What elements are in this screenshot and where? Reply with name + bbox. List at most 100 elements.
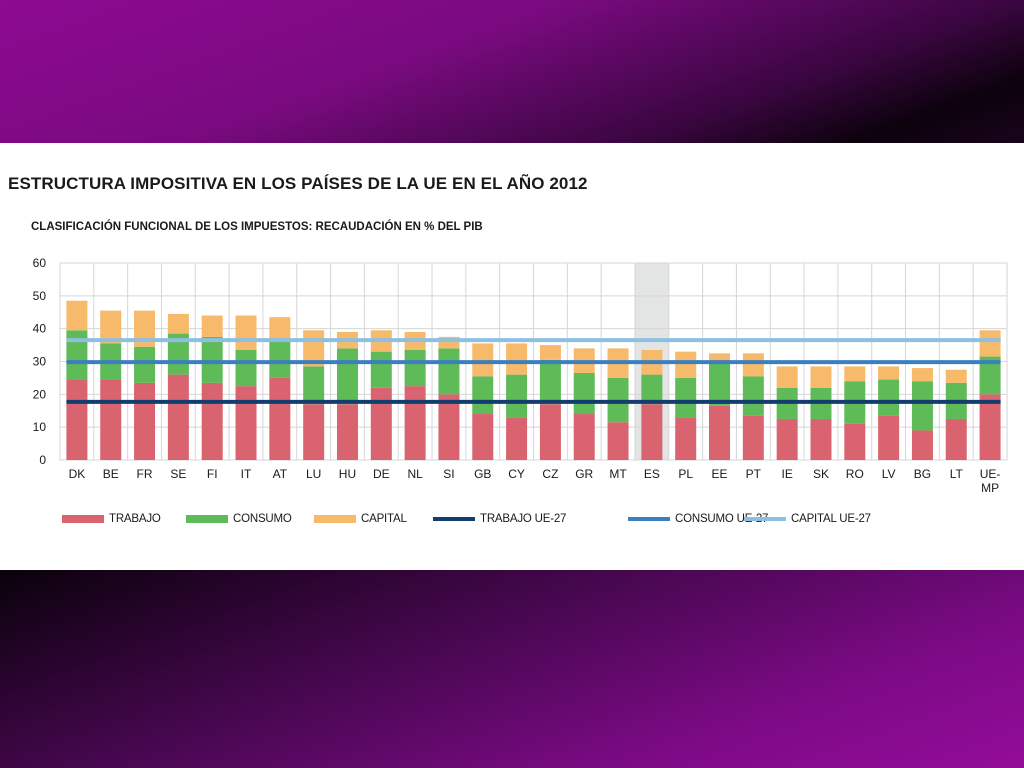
y-tick-label: 20 <box>33 387 47 401</box>
bar-segment-consumo <box>336 348 358 405</box>
bar-segment-trabajo <box>235 386 257 460</box>
bar-segment-consumo <box>675 377 697 418</box>
bar-segment-consumo <box>979 356 1001 395</box>
x-tick-label: AT <box>273 467 288 481</box>
legend-item: TRABAJO UE-27 <box>433 511 566 527</box>
x-tick-label: ES <box>644 467 660 481</box>
bar-segment-trabajo <box>945 418 967 460</box>
x-tick-label: RO <box>846 467 864 481</box>
bar-segment-capital <box>539 345 561 360</box>
bar-segment-trabajo <box>776 418 798 460</box>
bar-segment-capital <box>235 315 257 351</box>
slide-title: ESTRUCTURA IMPOSITIVA EN LOS PAÍSES DE L… <box>8 174 588 193</box>
bar-segment-trabajo <box>472 414 494 460</box>
bar-segment-trabajo <box>100 379 122 460</box>
x-tick-label: SK <box>813 467 829 481</box>
stacked-bar-chart: 0 10 20 30 40 50 60 DK BE FR SE FI IT AT LU HU DE NL SI GB C… <box>33 256 1008 495</box>
legend-item: CONSUMO <box>186 511 292 527</box>
x-tick-label: MT <box>609 467 627 481</box>
x-tick-label: IE <box>781 467 792 481</box>
legend-item: CAPITAL <box>314 511 407 527</box>
bar-segment-consumo <box>235 350 257 387</box>
x-tick-label: NL <box>407 467 423 481</box>
y-tick-label: 30 <box>33 355 47 369</box>
y-tick-label: 40 <box>33 322 47 336</box>
bar-segment-consumo <box>573 372 595 415</box>
bar-segment-trabajo <box>269 377 291 460</box>
bar-segment-capital <box>979 330 1001 357</box>
bar-segment-capital <box>709 353 731 362</box>
bar-segment-consumo <box>370 351 392 388</box>
bar-segment-trabajo <box>911 430 933 460</box>
x-tick-label: UE- <box>980 467 1001 481</box>
legend-swatch <box>744 517 786 521</box>
bar-segment-trabajo <box>66 379 88 460</box>
x-tick-label: DE <box>373 467 390 481</box>
bar-segment-consumo <box>641 374 663 405</box>
x-tick-label: LV <box>882 467 896 481</box>
x-tick-label: GR <box>575 467 593 481</box>
bar-segment-consumo <box>878 379 900 416</box>
x-tick-label: CZ <box>542 467 558 481</box>
bar-segment-trabajo <box>607 422 629 460</box>
legend-swatch <box>62 515 104 523</box>
bar-segment-trabajo <box>404 386 426 460</box>
bar-segment-capital <box>100 310 122 344</box>
x-tick-label: HU <box>339 467 356 481</box>
x-tick-label: CY <box>508 467 525 481</box>
bar-segment-trabajo <box>370 387 392 460</box>
x-tick-label: FI <box>207 467 218 481</box>
bar-segment-capital <box>472 343 494 377</box>
legend-item: CAPITAL UE-27 <box>744 511 871 527</box>
x-tick-label: SI <box>443 467 454 481</box>
bar-segment-consumo <box>742 376 764 416</box>
y-tick-label: 60 <box>33 256 47 270</box>
legend-label: CAPITAL UE-27 <box>791 513 871 525</box>
bar-segment-consumo <box>404 350 426 387</box>
bar-segment-consumo <box>709 361 731 406</box>
bar-segment-consumo <box>911 381 933 431</box>
chart-legend: TRABAJO CONSUMO CAPITAL TRABAJO UE-27 CONSUM… <box>62 511 962 527</box>
bar-segment-trabajo <box>709 405 731 460</box>
x-tick-label: GB <box>474 467 491 481</box>
bar-segment-consumo <box>134 346 156 383</box>
bar-segment-capital <box>269 317 291 341</box>
bar-segment-trabajo <box>336 404 358 460</box>
bar-segment-capital <box>66 300 88 331</box>
y-tick-label: 0 <box>39 453 46 467</box>
x-tick-label: BE <box>103 467 119 481</box>
legend-label: TRABAJO UE-27 <box>480 513 567 525</box>
x-tick-label: FR <box>137 467 153 481</box>
bar-segment-capital <box>675 351 697 378</box>
bar-segment-trabajo <box>438 394 460 460</box>
x-tick-label: DK <box>69 467 86 481</box>
bar-segment-consumo <box>506 374 528 418</box>
bar-segment-consumo <box>472 376 494 415</box>
legend-swatch <box>433 517 475 521</box>
top-background-band <box>0 0 1024 143</box>
legend-label: CONSUMO UE-27 <box>675 513 769 525</box>
legend-label: TRABAJO <box>109 513 161 525</box>
bar-segment-trabajo <box>878 415 900 460</box>
bar-segment-trabajo <box>675 417 697 460</box>
x-tick-label: PL <box>678 467 693 481</box>
x-tick-label: IT <box>241 467 252 481</box>
bar-segment-consumo <box>438 348 460 395</box>
legend-swatch <box>628 517 670 521</box>
bar-segment-consumo <box>303 366 325 405</box>
bar-segment-trabajo <box>134 382 156 460</box>
bar-segment-capital <box>776 366 798 388</box>
legend-swatch <box>186 515 228 523</box>
slide-panel: ESTRUCTURA IMPOSITIVA EN LOS PAÍSES DE L… <box>0 143 1024 570</box>
bar-segment-consumo <box>269 340 291 378</box>
bar-segment-trabajo <box>167 374 189 460</box>
bar-segment-consumo <box>539 359 561 405</box>
bar-segment-capital <box>134 310 156 347</box>
x-tick-label: MP <box>981 481 999 495</box>
bar-segment-capital <box>844 366 866 382</box>
bar-segment-capital <box>506 343 528 375</box>
bar-segment-trabajo <box>810 418 832 460</box>
legend-swatch <box>314 515 356 523</box>
y-tick-label: 10 <box>33 420 47 434</box>
bar-segment-capital <box>438 336 460 349</box>
